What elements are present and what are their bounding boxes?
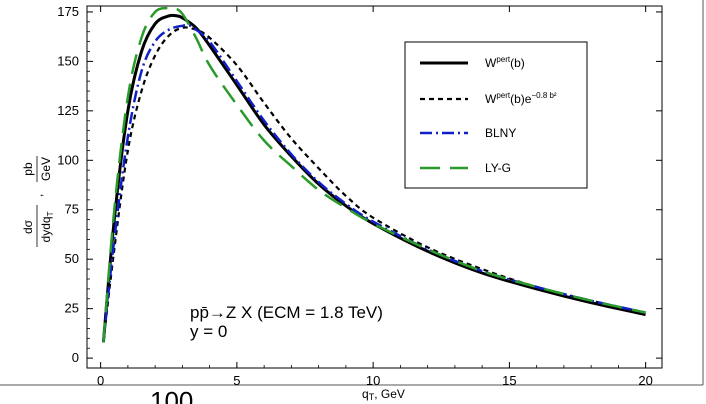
x-axis-label: qT, GeV <box>362 387 405 402</box>
y-tick-label: 175 <box>57 4 79 19</box>
y-axis-ticks: 0 25 50 75 100 125 150 175 <box>57 4 662 365</box>
y-axis-label: dσ dydqT , pb GeV <box>21 156 55 247</box>
legend-label: LY-G <box>485 161 511 175</box>
legend-label: Wpert(b)e−0.8 b² <box>485 91 557 106</box>
svg-text:dydqT: dydqT <box>39 211 55 242</box>
x-tick-label: 5 <box>233 373 240 388</box>
partial-bottom-text: 100 <box>150 386 193 404</box>
x-tick-label: 20 <box>638 373 652 388</box>
y-tick-label: 150 <box>57 53 79 68</box>
x-tick-label: 15 <box>502 373 516 388</box>
svg-text:,: , <box>31 194 45 197</box>
y-tick-label: 25 <box>65 301 79 316</box>
y-tick-label: 50 <box>65 251 79 266</box>
x-tick-label: 0 <box>97 373 104 388</box>
plot-frame <box>86 5 663 369</box>
legend-items: Wpert(b) Wpert(b)e−0.8 b² BLNY LY-G <box>420 55 557 175</box>
y-tick-label: 125 <box>57 103 79 118</box>
series-line-blny <box>102 24 646 343</box>
series-layer <box>101 6 646 343</box>
series-line-w-pert-b- <box>101 13 646 343</box>
y-tick-label: 75 <box>65 202 79 217</box>
annotation-line-2: y = 0 <box>190 322 227 341</box>
y-tick-label: 100 <box>57 152 79 167</box>
legend-box <box>404 41 588 189</box>
legend: Wpert(b) Wpert(b)e−0.8 b² BLNY LY-G <box>404 41 588 189</box>
svg-text:pb: pb <box>21 162 35 176</box>
svg-text:dσ: dσ <box>21 219 35 234</box>
y-tick-label: 0 <box>72 350 79 365</box>
x-tick-label: 10 <box>366 373 380 388</box>
series-line-ly-g <box>102 6 646 343</box>
svg-text:GeV: GeV <box>39 157 53 181</box>
x-axis-ticks: 0 5 10 15 20 <box>97 6 653 388</box>
annotation-line-1: pp̄→Z X (ECM = 1.8 TeV) <box>190 303 383 322</box>
legend-label: Wpert(b) <box>485 55 525 70</box>
legend-label: BLNY <box>485 126 516 140</box>
